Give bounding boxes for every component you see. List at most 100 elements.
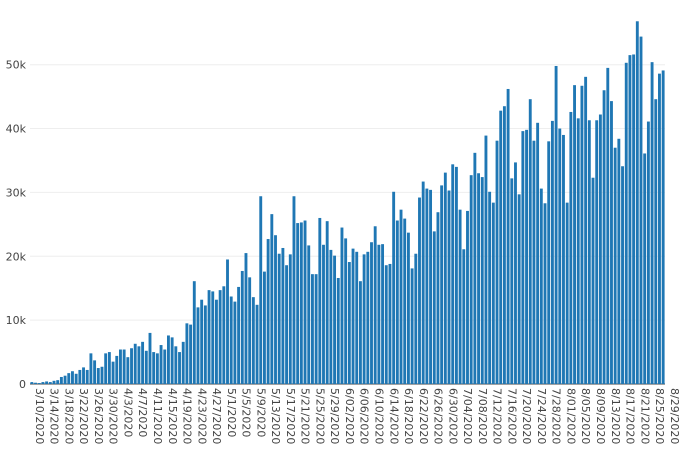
bar[interactable] xyxy=(558,128,562,384)
bar[interactable] xyxy=(381,244,385,384)
bar[interactable] xyxy=(93,360,97,384)
bar[interactable] xyxy=(347,262,351,384)
bar[interactable] xyxy=(421,181,425,384)
bar[interactable] xyxy=(344,238,348,384)
bar[interactable] xyxy=(366,251,370,384)
bar[interactable] xyxy=(59,376,63,384)
bar[interactable] xyxy=(395,220,399,384)
bar[interactable] xyxy=(74,373,78,384)
bar[interactable] xyxy=(502,106,506,385)
bar[interactable] xyxy=(521,131,525,384)
bar[interactable] xyxy=(148,332,152,384)
bar[interactable] xyxy=(270,214,274,384)
bar[interactable] xyxy=(580,85,584,384)
bar[interactable] xyxy=(299,222,303,384)
bar[interactable] xyxy=(613,147,617,384)
bar[interactable] xyxy=(111,361,115,384)
bar[interactable] xyxy=(602,90,606,384)
bar[interactable] xyxy=(410,268,414,384)
bar[interactable] xyxy=(469,175,473,384)
bar[interactable] xyxy=(248,277,252,384)
bar[interactable] xyxy=(414,253,418,384)
bar[interactable] xyxy=(34,382,37,384)
bar[interactable] xyxy=(30,382,34,384)
bar[interactable] xyxy=(565,202,569,384)
bar[interactable] xyxy=(477,173,480,384)
bar[interactable] xyxy=(499,110,503,385)
bar[interactable] xyxy=(654,99,658,384)
bar[interactable] xyxy=(71,371,74,384)
bar[interactable] xyxy=(310,274,314,384)
bar[interactable] xyxy=(200,299,204,384)
bar[interactable] xyxy=(384,265,388,384)
bar[interactable] xyxy=(141,341,145,384)
bar[interactable] xyxy=(495,140,499,384)
bar[interactable] xyxy=(639,36,643,384)
bar[interactable] xyxy=(598,114,602,384)
bar[interactable] xyxy=(351,248,355,384)
bar[interactable] xyxy=(85,369,89,384)
bar[interactable] xyxy=(443,172,447,384)
bar[interactable] xyxy=(506,88,510,384)
bar[interactable] xyxy=(358,281,362,384)
bar[interactable] xyxy=(643,153,647,384)
bar[interactable] xyxy=(255,304,259,384)
bar[interactable] xyxy=(425,188,429,384)
bar[interactable] xyxy=(447,190,451,384)
bar[interactable] xyxy=(259,196,263,384)
bar[interactable] xyxy=(532,140,536,384)
bar[interactable] xyxy=(451,164,455,384)
bar[interactable] xyxy=(650,62,654,385)
bar[interactable] xyxy=(181,341,185,384)
bar[interactable] xyxy=(266,239,270,384)
bar[interactable] xyxy=(137,346,141,384)
bar[interactable] xyxy=(373,226,377,384)
bar[interactable] xyxy=(355,251,359,384)
bar[interactable] xyxy=(399,209,403,384)
bar[interactable] xyxy=(658,73,661,384)
bar[interactable] xyxy=(288,254,292,384)
bar[interactable] xyxy=(584,76,588,384)
bar[interactable] xyxy=(318,217,322,384)
bar[interactable] xyxy=(229,296,233,384)
bar[interactable] xyxy=(307,245,311,384)
bar[interactable] xyxy=(606,67,610,384)
bar[interactable] xyxy=(41,382,45,384)
bar[interactable] xyxy=(281,247,285,384)
bar[interactable] xyxy=(203,305,207,384)
bar[interactable] xyxy=(67,373,71,384)
bar[interactable] xyxy=(646,121,650,384)
bar[interactable] xyxy=(322,244,325,384)
bar[interactable] xyxy=(159,345,163,384)
bar[interactable] xyxy=(314,274,318,384)
bar[interactable] xyxy=(576,118,580,384)
bar[interactable] xyxy=(418,197,421,384)
bar[interactable] xyxy=(661,70,665,384)
bar[interactable] xyxy=(126,357,130,384)
bar[interactable] xyxy=(218,290,222,384)
bar[interactable] xyxy=(624,62,628,384)
bar[interactable] xyxy=(107,352,111,384)
bar[interactable] xyxy=(133,343,137,384)
bar[interactable] xyxy=(329,249,333,384)
bar[interactable] xyxy=(130,348,133,384)
bar[interactable] xyxy=(573,85,576,384)
bar[interactable] xyxy=(207,290,211,384)
bar[interactable] xyxy=(480,177,484,384)
bar[interactable] xyxy=(277,253,281,384)
bar[interactable] xyxy=(167,335,170,384)
bar[interactable] xyxy=(233,301,237,384)
bar[interactable] xyxy=(591,177,595,384)
bar[interactable] xyxy=(262,271,266,384)
bar[interactable] xyxy=(45,381,49,384)
bar[interactable] xyxy=(562,134,565,384)
bar[interactable] xyxy=(185,323,189,384)
bar[interactable] xyxy=(196,307,200,384)
bar[interactable] xyxy=(436,212,440,384)
bar[interactable] xyxy=(285,265,289,384)
bar[interactable] xyxy=(569,111,573,385)
bar[interactable] xyxy=(78,369,82,384)
bar[interactable] xyxy=(292,196,296,384)
bar[interactable] xyxy=(174,346,178,384)
bar[interactable] xyxy=(237,286,241,384)
